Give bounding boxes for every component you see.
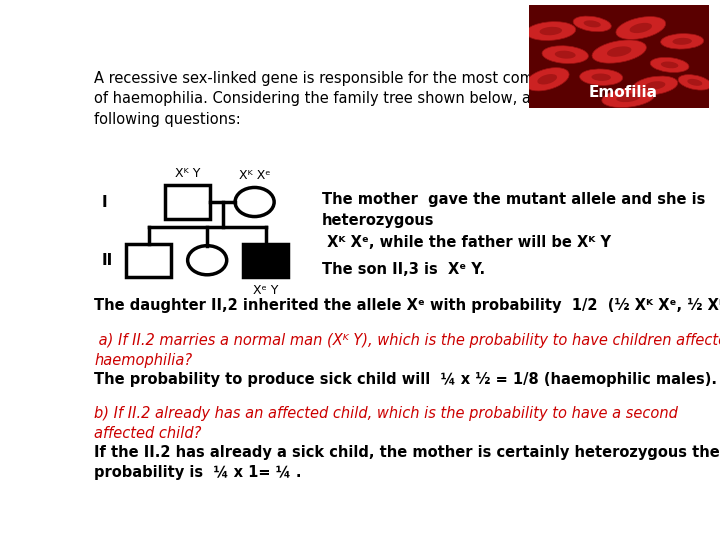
Ellipse shape [645,81,665,90]
Ellipse shape [616,93,640,102]
Ellipse shape [672,38,692,45]
Ellipse shape [542,46,588,64]
Ellipse shape [688,79,702,86]
Ellipse shape [616,17,666,39]
Ellipse shape [629,23,652,33]
Text: a) If II.2 marries a normal man (Xᴷ Y), which is the probability to have childre: a) If II.2 marries a normal man (Xᴷ Y), … [94,333,720,368]
Ellipse shape [602,88,654,107]
Ellipse shape [661,33,703,49]
Ellipse shape [539,27,562,35]
Ellipse shape [573,16,611,32]
Text: II: II [101,253,112,268]
Text: Xᵉ Y: Xᵉ Y [253,285,279,298]
Ellipse shape [661,62,678,68]
Ellipse shape [678,75,711,90]
Ellipse shape [607,46,631,57]
Bar [166,185,210,219]
Text: The son II,3 is  Xᵉ Y.: The son II,3 is Xᵉ Y. [322,262,485,278]
Circle shape [188,246,227,275]
Ellipse shape [526,22,576,40]
Text: A recessive sex-linked gene is responsible for the most common kind
of haemophil: A recessive sex-linked gene is responsib… [94,71,604,127]
Ellipse shape [592,40,647,63]
Ellipse shape [584,21,600,28]
Ellipse shape [526,68,569,91]
Ellipse shape [592,73,611,81]
Text: I: I [101,194,107,210]
Ellipse shape [555,51,575,59]
Text: Emofilia: Emofilia [588,85,657,100]
Ellipse shape [650,57,689,72]
Text: The mother  gave the mutant allele and she is
heterozygous
 Xᴷ Xᵉ, while the fat: The mother gave the mutant allele and sh… [322,192,705,250]
Text: b) If II.2 already has an affected child, which is the probability to have a sec: b) If II.2 already has an affected child… [94,406,678,441]
Bar [243,244,288,277]
Ellipse shape [537,74,557,84]
Text: The daughter II,2 inherited the allele Xᵉ with probability  1/2  (½ Xᴷ Xᵉ, ½ Xᴷ : The daughter II,2 inherited the allele X… [94,298,720,313]
Text: The probability to produce sick child will  ¼ x ½ = 1/8 (haemophilic males).: The probability to produce sick child wi… [94,373,717,388]
Text: If the II.2 has already a sick child, the mother is certainly heterozygous then : If the II.2 has already a sick child, th… [94,446,720,480]
Circle shape [235,187,274,217]
Bar [126,244,171,277]
Ellipse shape [633,76,678,95]
Ellipse shape [580,69,623,85]
Text: Xᴷ Xᵉ: Xᴷ Xᵉ [239,170,271,183]
Text: Xᴷ Y: Xᴷ Y [175,167,200,180]
